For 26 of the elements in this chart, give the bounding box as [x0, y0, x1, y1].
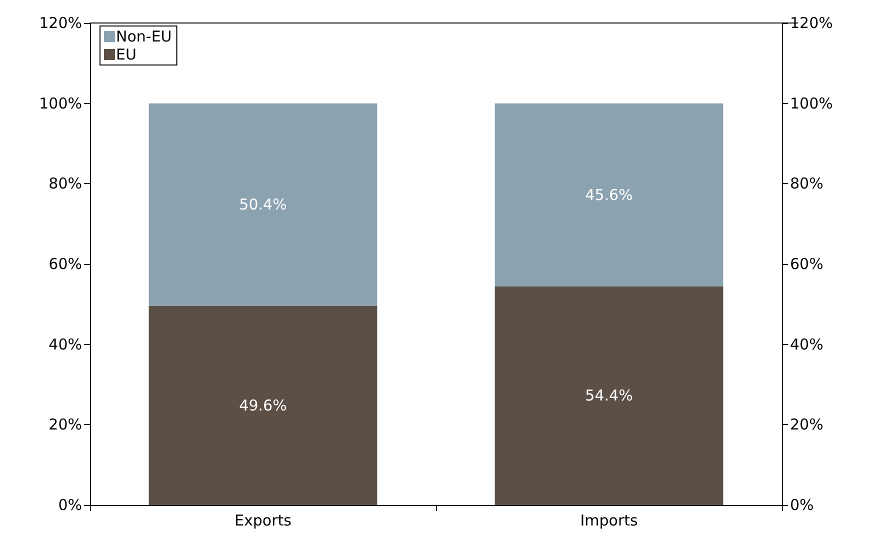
y2-tick-label: 0%	[790, 496, 814, 514]
y-tick-label: 0%	[58, 496, 82, 514]
y-tick-label: 100%	[39, 94, 82, 112]
data-label: 45.6%	[585, 186, 633, 204]
y-tick-label: 20%	[48, 416, 82, 434]
bar	[148, 103, 378, 306]
y-tick-label: 60%	[48, 255, 82, 273]
data-label: 49.6%	[239, 396, 287, 414]
legend-label: EU	[116, 46, 136, 64]
y2-tick-label: 40%	[790, 335, 824, 354]
y2-tick-label: 120%	[790, 14, 833, 32]
y2-tick-label: 20%	[790, 416, 824, 434]
x-tick-label: Exports	[234, 512, 292, 530]
y2-tick-label: 80%	[790, 174, 824, 193]
y-tick-label: 80%	[48, 174, 82, 193]
data-label: 50.4%	[239, 196, 287, 214]
y-tick-label: 40%	[48, 335, 82, 354]
x-tick-label: Imports	[580, 512, 638, 530]
legend-label: Non-EU	[116, 28, 172, 46]
y2-tick-label: 100%	[790, 94, 833, 112]
bar	[494, 286, 724, 505]
bar	[494, 103, 724, 286]
bar	[148, 306, 378, 505]
y2-tick-label: 60%	[790, 255, 824, 273]
y-tick-label: 120%	[39, 14, 82, 32]
data-label: 54.4%	[585, 386, 633, 405]
